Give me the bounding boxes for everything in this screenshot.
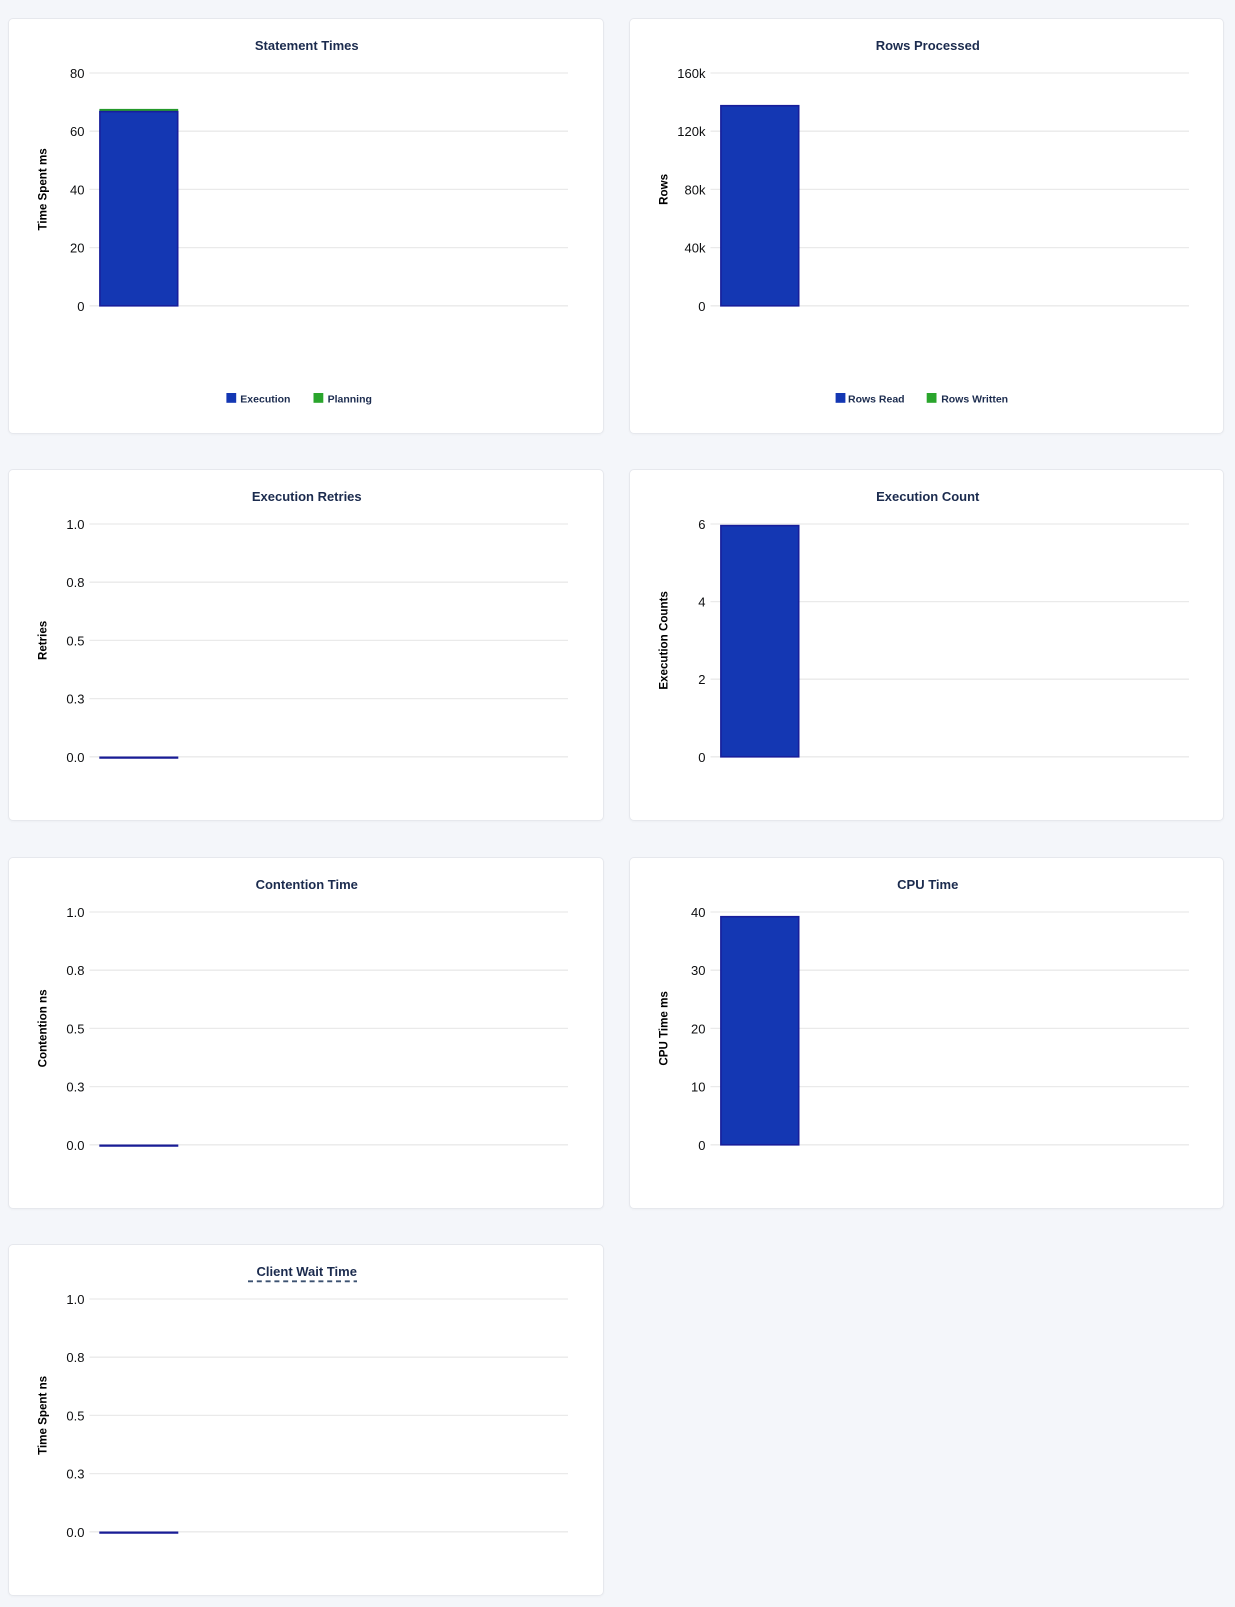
svg-text:Execution: Execution [240,394,290,406]
svg-text:0.5: 0.5 [66,1021,84,1036]
svg-text:0.0: 0.0 [66,1137,84,1152]
svg-text:80: 80 [70,66,84,81]
svg-text:Client Wait Time: Client Wait Time [257,1264,357,1279]
svg-text:Execution Retries: Execution Retries [252,489,362,504]
svg-text:120k: 120k [677,124,706,139]
svg-text:Time Spent ms: Time Spent ms [37,148,50,230]
svg-text:Rows Processed: Rows Processed [875,38,979,53]
svg-text:Planning: Planning [328,394,372,406]
svg-text:0.8: 0.8 [66,1351,84,1366]
svg-text:40: 40 [70,182,84,197]
svg-text:40: 40 [691,905,705,920]
svg-text:0.0: 0.0 [66,1525,84,1540]
svg-text:1.0: 1.0 [66,1292,84,1307]
svg-text:0.5: 0.5 [66,1409,84,1424]
svg-text:Statement Times: Statement Times [255,38,359,53]
svg-text:0: 0 [698,1137,705,1152]
svg-text:Retries: Retries [37,621,50,660]
svg-text:Contention Time: Contention Time [256,877,358,892]
svg-text:0.3: 0.3 [66,691,84,706]
svg-text:60: 60 [70,124,84,139]
svg-text:0.0: 0.0 [66,750,84,765]
svg-text:Time Spent ns: Time Spent ns [37,1376,50,1455]
svg-text:0: 0 [698,750,705,765]
svg-text:0.3: 0.3 [66,1079,84,1094]
svg-text:40k: 40k [684,241,705,256]
svg-text:0.5: 0.5 [66,633,84,648]
svg-text:CPU Time ms: CPU Time ms [657,991,670,1066]
svg-text:0: 0 [698,299,705,314]
svg-text:0.3: 0.3 [66,1467,84,1482]
svg-text:0.8: 0.8 [66,575,84,590]
svg-text:Rows: Rows [657,174,670,205]
svg-text:Contention ns: Contention ns [37,989,50,1067]
svg-text:6: 6 [698,517,705,532]
svg-text:80k: 80k [684,182,705,197]
svg-text:Execution Count: Execution Count [876,489,980,504]
svg-text:Rows Written: Rows Written [941,394,1008,406]
svg-text:2: 2 [698,672,705,687]
svg-text:10: 10 [691,1079,705,1094]
svg-text:CPU Time: CPU Time [897,877,958,892]
svg-text:1.0: 1.0 [66,905,84,920]
svg-text:30: 30 [691,963,705,978]
svg-text:4: 4 [698,594,705,609]
svg-text:20: 20 [70,241,84,256]
svg-text:0: 0 [77,299,84,314]
svg-text:0.8: 0.8 [66,963,84,978]
svg-text:160k: 160k [677,66,706,81]
svg-text:20: 20 [691,1021,705,1036]
svg-text:Execution Counts: Execution Counts [657,591,670,690]
svg-text:Rows Read: Rows Read [848,394,905,406]
svg-text:1.0: 1.0 [66,517,84,532]
